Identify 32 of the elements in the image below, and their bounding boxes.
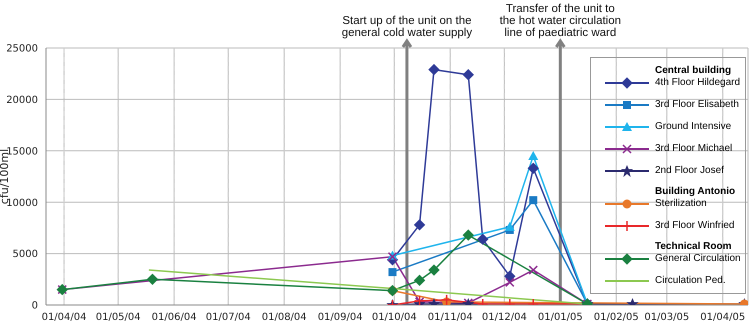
legend-label: Sterilization: [655, 198, 708, 210]
legend-label: 3rd Floor Elisabeth: [655, 99, 739, 111]
legend-label: 4th Floor Hildegard: [655, 77, 740, 89]
y-tick-label: 0: [32, 300, 38, 312]
legend-label: 2nd Floor Josef: [655, 165, 724, 177]
y-tick-label: 20000: [6, 94, 38, 106]
legend-label: 3rd Floor Michael: [655, 143, 732, 155]
x-tick-label: 01/07/04: [206, 312, 251, 324]
annotation: Central building: [655, 65, 732, 77]
x-tick-label: 01/10/04: [372, 312, 417, 324]
x-tick-label: 01/12/04: [482, 312, 527, 324]
ref-line-label: Start up of the unit on the general cold water supply: [342, 15, 472, 39]
x-tick-label: 01/04/05: [700, 312, 746, 324]
x-tick-label: 01/02/05: [594, 312, 639, 324]
x-tick-label: 01/05/04: [96, 312, 141, 324]
y-tick-label: 10000: [6, 198, 38, 209]
x-tick-label: 01/09/04: [318, 312, 363, 324]
x-tick-label: 01/08/04: [262, 312, 307, 324]
x-tick-label: 01/03/05: [644, 312, 690, 324]
y-tick-label: 25000: [6, 44, 38, 55]
x-tick-label: 01/11/04: [428, 312, 473, 324]
legend-label: Circulation Ped.: [655, 275, 726, 287]
ref-line-label: Transfer of the unit to the hot water circulation line of paediatric ward: [500, 3, 622, 39]
annotation: Technical Room: [655, 241, 732, 253]
x-tick-label: 01/06/04: [152, 312, 197, 324]
x-tick-label: 01/01/05: [538, 312, 583, 324]
legend-label: Ground Intensive: [655, 121, 732, 133]
y-tick-label: 5000: [12, 249, 38, 260]
legend-label: General Circulation: [655, 253, 741, 265]
x-tick-label: 01/04/04: [42, 312, 87, 324]
annotation: Building Antonio: [655, 186, 736, 198]
legend-label: 3rd Floor Winfried: [655, 220, 734, 232]
